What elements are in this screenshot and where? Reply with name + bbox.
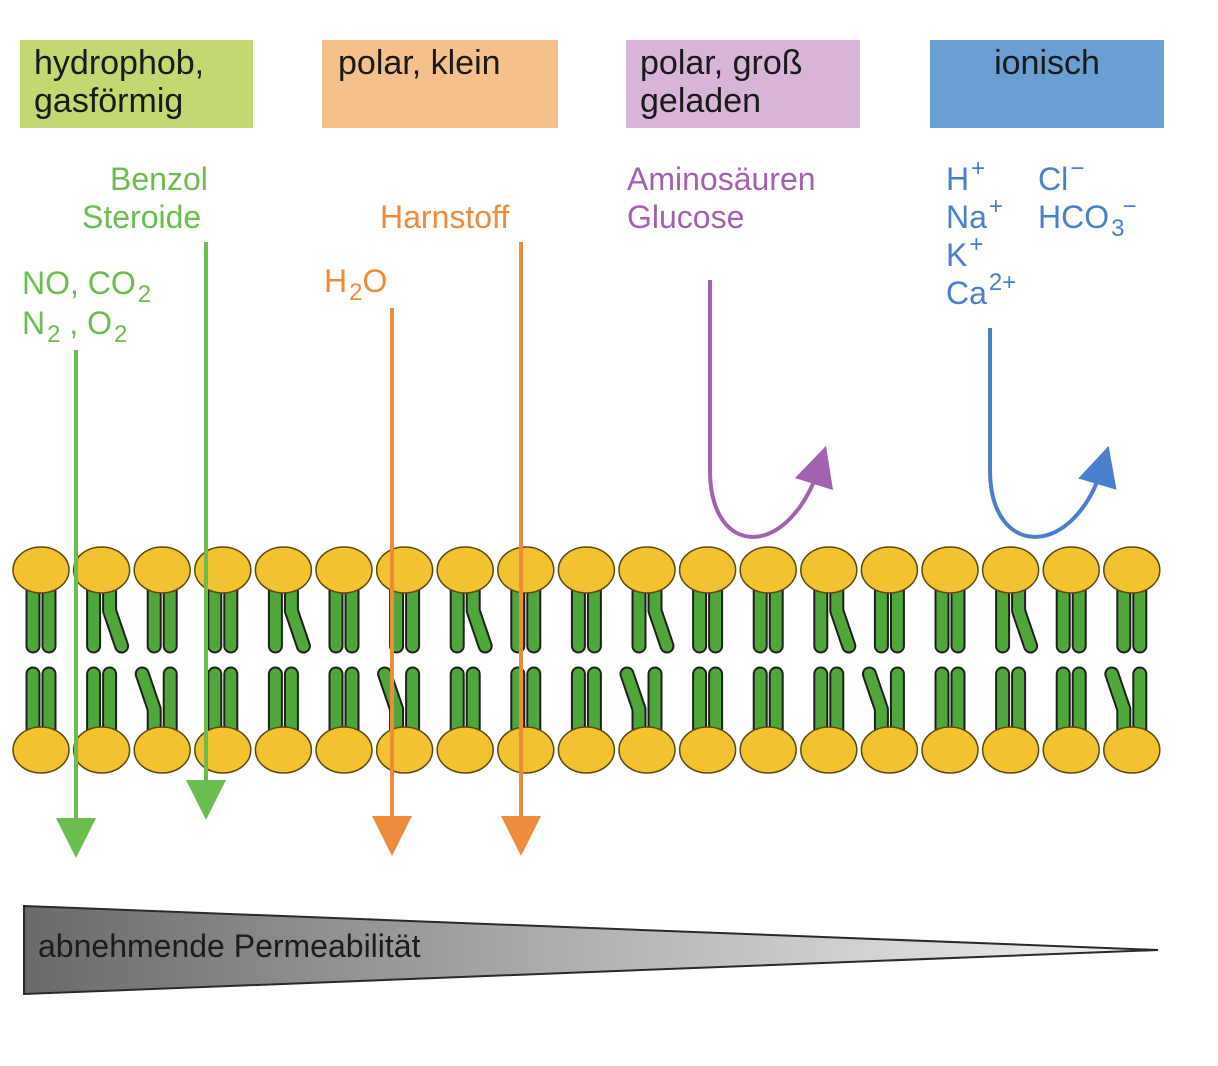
- lipid-head-lower: [315, 726, 373, 774]
- lipid-head-lower: [678, 726, 737, 774]
- lipid-head-lower: [436, 726, 494, 774]
- lipid-head-upper: [194, 546, 252, 594]
- lipid-head-upper: [315, 546, 373, 594]
- lipid-head-upper: [618, 546, 676, 594]
- ion-na-charge: +: [988, 193, 1003, 220]
- lipid-head-upper: [981, 546, 1040, 594]
- label-harnstoff: Harnstoff: [380, 199, 510, 235]
- label-h-sub: 2: [349, 279, 363, 306]
- ion-cl: Cl: [1038, 161, 1069, 197]
- lipid-head-lower: [557, 726, 616, 774]
- lipid-head-upper: [800, 546, 858, 594]
- lipid-head-upper: [921, 546, 979, 594]
- label-aminosaeuren: Aminosäuren: [627, 161, 816, 197]
- lipid-head-upper: [133, 546, 191, 594]
- lipid-bilayer: [12, 546, 1161, 774]
- lipid-head-lower: [194, 726, 252, 774]
- lipid-head-upper: [12, 546, 70, 594]
- permeability-wedge: [23, 904, 1159, 996]
- lipid-head-lower: [921, 726, 979, 774]
- lipid-head-upper: [436, 546, 494, 594]
- header-polar-large: polar, groß geladen: [626, 40, 860, 128]
- ion-hco-sub: 3: [1111, 215, 1125, 242]
- label-o: O: [362, 263, 388, 299]
- lipid-head-lower: [133, 726, 191, 774]
- permeability-label: abnehmende Permeabilität: [38, 928, 421, 964]
- header-polar-large-line1: polar, groß: [640, 44, 803, 82]
- label-h: H: [324, 263, 348, 299]
- lipid-head-upper: [557, 546, 616, 594]
- label-glucose: Glucose: [627, 199, 745, 235]
- header-polar-small-line1: polar, klein: [338, 44, 501, 82]
- lipid-head-upper: [1103, 546, 1161, 594]
- ion-hco-charge: −: [1122, 193, 1137, 220]
- arrow-ions-reflected: [988, 328, 1117, 539]
- header-polar-small: polar, klein: [322, 40, 558, 128]
- lipid-head-lower: [618, 726, 676, 774]
- header-ionic: ionisch: [930, 40, 1164, 128]
- label-no-co2: NO, CO2: [22, 264, 152, 308]
- lipid-head-lower: [254, 726, 313, 774]
- header-hydrophobic: hydrophob, gasförmig: [20, 40, 253, 128]
- ion-k-charge: +: [969, 231, 984, 258]
- label-o-sep: , O: [60, 305, 113, 341]
- lipid-head-upper: [254, 546, 313, 594]
- label-n: N: [22, 305, 46, 341]
- label-co-sub: 2: [137, 281, 152, 308]
- ion-na: Na: [946, 199, 987, 235]
- label-ion-hco3: HCO3−: [1038, 193, 1136, 242]
- label-o-sub: 2: [114, 321, 128, 348]
- lipid-head-upper: [678, 546, 737, 594]
- lipid-head-lower: [497, 726, 555, 774]
- ion-ca-charge: 2+: [988, 269, 1017, 296]
- ion-cl-charge: −: [1070, 155, 1085, 182]
- lipid-head-upper: [1042, 546, 1100, 594]
- label-n2-o2: N2 , O2: [22, 304, 128, 348]
- label-no-co: NO, CO: [22, 265, 136, 301]
- lipid-head-upper: [375, 546, 434, 594]
- ion-ca: Ca: [946, 275, 987, 311]
- label-ion-cl: Cl−: [1038, 155, 1084, 202]
- label-ion-ca: Ca2+: [946, 269, 1016, 316]
- label-h2o: H2O: [324, 262, 388, 306]
- lipid-head-lower: [72, 726, 131, 774]
- lipid-head-lower: [981, 726, 1040, 774]
- lipid-head-lower: [860, 726, 919, 774]
- lipid-head-lower: [739, 726, 797, 774]
- lipid-head-upper: [72, 546, 131, 594]
- lipid-head-upper: [860, 546, 919, 594]
- label-n-sub: 2: [47, 321, 61, 348]
- label-ion-na: Na+: [946, 193, 1003, 240]
- lipid-head-lower: [375, 726, 434, 774]
- label-benzol: Benzol: [110, 161, 208, 197]
- lipid-head-lower: [1103, 726, 1161, 774]
- header-hydrophobic-line2: gasförmig: [34, 82, 184, 120]
- header-ionic-line1: ionisch: [994, 44, 1100, 82]
- lipid-head-lower: [800, 726, 858, 774]
- label-ion-h: H+: [946, 155, 985, 202]
- lipid-head-lower: [1042, 726, 1100, 774]
- label-steroide: Steroide: [82, 199, 202, 235]
- arrow-aminosaeuren-reflected: [708, 280, 834, 539]
- ion-k: K: [946, 237, 968, 273]
- lipid-head-upper: [739, 546, 797, 594]
- ion-hco: HCO: [1038, 199, 1110, 235]
- lipid-head-lower: [12, 726, 70, 774]
- header-hydrophobic-line1: hydrophob,: [34, 44, 205, 82]
- ion-h-charge: +: [971, 155, 986, 182]
- label-ion-k: K+: [946, 231, 983, 278]
- header-polar-large-line2: geladen: [640, 82, 762, 120]
- ion-h: H: [946, 161, 970, 197]
- lipid-head-upper: [497, 546, 555, 594]
